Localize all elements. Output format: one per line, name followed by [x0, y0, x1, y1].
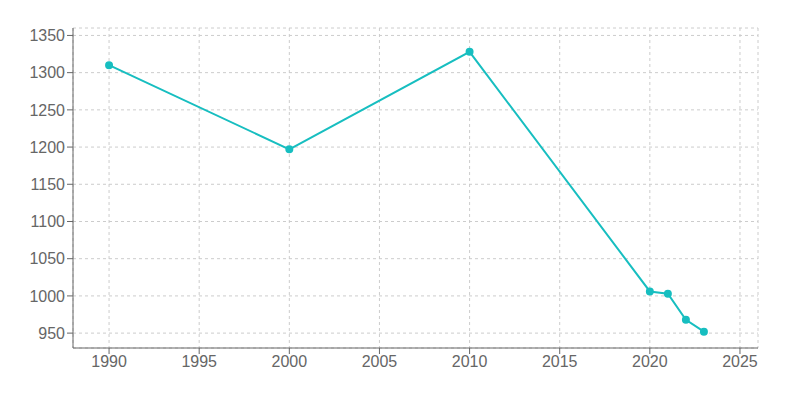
svg-text:2005: 2005 [362, 353, 398, 370]
svg-text:1350: 1350 [29, 27, 65, 44]
svg-text:2025: 2025 [722, 353, 758, 370]
svg-text:1300: 1300 [29, 64, 65, 81]
svg-text:1100: 1100 [31, 213, 66, 230]
svg-text:2015: 2015 [542, 353, 578, 370]
svg-text:1150: 1150 [31, 176, 66, 193]
svg-text:2010: 2010 [452, 353, 488, 370]
svg-text:1990: 1990 [91, 353, 127, 370]
svg-text:950: 950 [38, 325, 65, 342]
svg-text:1200: 1200 [29, 139, 65, 156]
svg-text:1000: 1000 [29, 288, 65, 305]
svg-text:1250: 1250 [29, 102, 65, 119]
svg-text:1995: 1995 [181, 353, 217, 370]
svg-text:2000: 2000 [272, 353, 308, 370]
svg-text:2020: 2020 [632, 353, 668, 370]
svg-text:1050: 1050 [29, 250, 65, 267]
